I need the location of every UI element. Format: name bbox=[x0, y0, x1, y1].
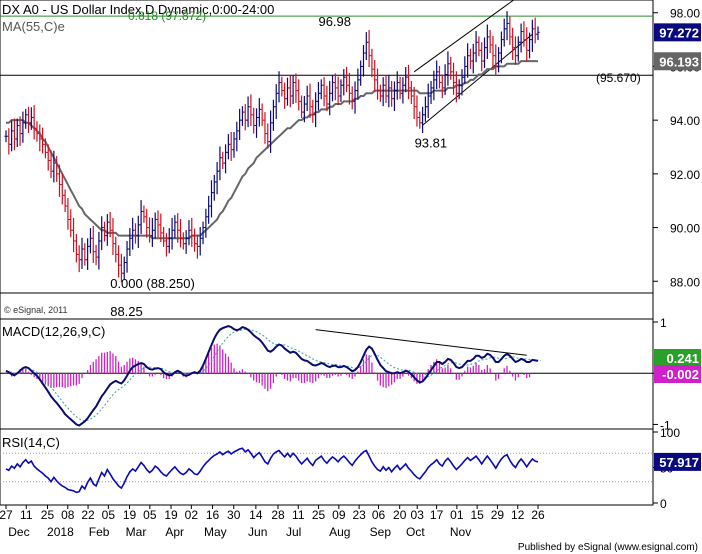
x-day-label: 14 bbox=[249, 508, 263, 522]
ma-line bbox=[6, 60, 539, 240]
macd-signal-line bbox=[5, 328, 541, 422]
rsi-line bbox=[5, 447, 539, 494]
rsi-panel-frame bbox=[0, 428, 654, 506]
channel-line bbox=[422, 33, 533, 126]
macd-hist-value: -0.002 bbox=[662, 367, 699, 382]
x-day-label: 27 bbox=[0, 508, 13, 522]
x-month-label: Oct bbox=[406, 525, 425, 539]
macd-signal-value: 0.241 bbox=[666, 351, 699, 366]
macd-label: MACD(12,26,9,C) bbox=[2, 324, 105, 339]
price-annotation: 88.25 bbox=[110, 304, 143, 319]
copyright-label: © eSignal, 2011 bbox=[4, 305, 68, 315]
x-month-label: Dec bbox=[8, 525, 29, 539]
x-day-label: 05 bbox=[143, 508, 157, 522]
rsi-y-tick-label: 100 bbox=[660, 426, 680, 440]
x-month-label: Feb bbox=[89, 525, 110, 539]
x-day-label: 08 bbox=[61, 508, 75, 522]
price-y-tick-label: 92.00 bbox=[670, 168, 700, 182]
x-day-label: 16 bbox=[206, 508, 220, 522]
x-day-label: 26 bbox=[531, 508, 545, 522]
rsi-value-box bbox=[654, 452, 701, 471]
macd-line bbox=[5, 325, 539, 427]
rsi-label: RSI(14,C) bbox=[2, 435, 60, 450]
x-month-label: Apr bbox=[165, 525, 184, 539]
x-day-label: 09 bbox=[332, 508, 346, 522]
x-day-label: 22 bbox=[81, 508, 95, 522]
macd-signal-value-box bbox=[654, 349, 701, 367]
ma-label: MA(55,C)e bbox=[2, 19, 65, 34]
x-day-label: 19 bbox=[164, 508, 178, 522]
x-day-label: 12 bbox=[511, 508, 525, 522]
fib-label: 0.618 (97.872) bbox=[128, 9, 206, 23]
axis-layer: 98.0096.0094.0092.0090.0088.0097.27296.1… bbox=[0, 7, 701, 539]
x-month-label: Nov bbox=[450, 525, 471, 539]
x-day-label: 05 bbox=[102, 508, 116, 522]
x-day-label: 15 bbox=[470, 508, 484, 522]
rsi-y-tick-label: 0 bbox=[660, 497, 667, 511]
x-month-label: May bbox=[204, 525, 227, 539]
price-panel-frame bbox=[0, 0, 654, 320]
x-month-label: 2018 bbox=[47, 525, 74, 539]
price-y-tick-label: 88.00 bbox=[670, 275, 700, 289]
macd-y-tick-label: 1 bbox=[660, 316, 667, 330]
x-day-label: 06 bbox=[372, 508, 386, 522]
price-y-tick-label: 90.00 bbox=[670, 222, 700, 236]
macd-hist-value-box bbox=[654, 365, 701, 383]
x-day-label: 01 bbox=[450, 508, 464, 522]
resistance-label: (95.670) bbox=[596, 71, 641, 85]
price-layer: 96.98 93.81 0.000 (88.250) 88.25 bbox=[0, 0, 653, 319]
ma-value-label: 96.193 bbox=[659, 54, 699, 69]
x-day-label: 20 bbox=[393, 508, 407, 522]
x-day-label: 11 bbox=[20, 508, 33, 522]
price-bar bbox=[536, 26, 540, 41]
last-price-label: 97.272 bbox=[659, 25, 699, 40]
x-month-label: Jun bbox=[248, 525, 267, 539]
x-day-label: 11 bbox=[292, 508, 305, 522]
price-annotation: 93.81 bbox=[415, 135, 448, 150]
ma-value-label-box bbox=[654, 52, 701, 71]
rsi-layer bbox=[0, 447, 653, 494]
x-day-label: 19 bbox=[123, 508, 137, 522]
price-y-tick-label: 98.00 bbox=[670, 7, 700, 21]
credit-label: Published by eSignal (www.esignal.com) bbox=[518, 542, 698, 553]
x-day-label: 28 bbox=[271, 508, 285, 522]
chart-title: DX A0 - US Dollar Index,D Dynamic,0:00-2… bbox=[2, 2, 274, 17]
x-month-label: Jul bbox=[286, 525, 301, 539]
x-day-label: 03 bbox=[411, 508, 425, 522]
macd-layer bbox=[0, 325, 653, 427]
x-day-label: 25 bbox=[312, 508, 326, 522]
x-day-label: 02 bbox=[185, 508, 199, 522]
macd-trendline bbox=[315, 329, 527, 356]
x-day-label: 29 bbox=[491, 508, 505, 522]
x-month-label: Sep bbox=[370, 525, 392, 539]
last-price-label-box bbox=[654, 23, 701, 42]
price-annotation: 96.98 bbox=[318, 14, 351, 29]
x-month-label: Mar bbox=[126, 525, 147, 539]
price-y-tick-label: 94.00 bbox=[670, 114, 700, 128]
x-month-label: Aug bbox=[329, 525, 350, 539]
macd-y-tick-label: -1 bbox=[660, 418, 671, 432]
x-day-label: 17 bbox=[430, 508, 444, 522]
rsi-value-label: 57.917 bbox=[659, 455, 699, 470]
price-annotation: 0.000 (88.250) bbox=[110, 276, 195, 291]
x-day-label: 25 bbox=[41, 508, 55, 522]
x-day-label: 30 bbox=[227, 508, 241, 522]
x-day-label: 23 bbox=[352, 508, 366, 522]
channel-line bbox=[413, 0, 515, 73]
